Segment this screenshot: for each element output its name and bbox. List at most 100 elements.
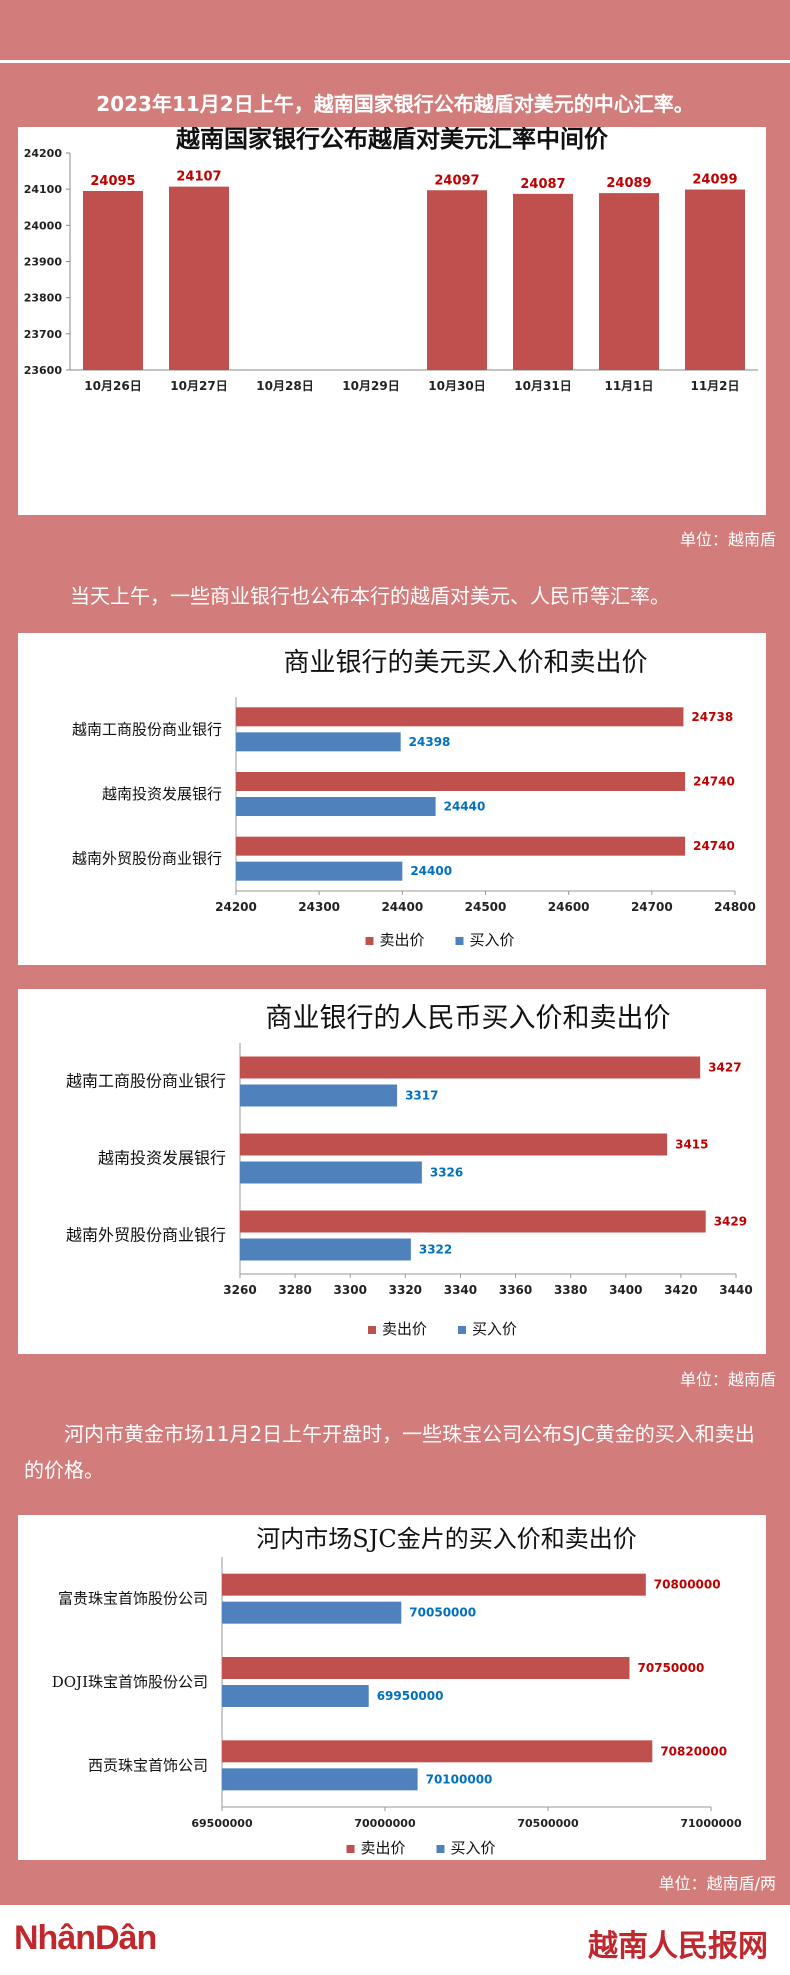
footer: NhânDân 越南人民报网 (0, 1905, 790, 1975)
x-tick-label: 24200 (215, 900, 257, 914)
x-tick-label: 24600 (548, 900, 590, 914)
chart-title: 商业银行的美元买入价和卖出价 (283, 648, 647, 678)
chart-title: 商业银行的人民币买入价和卖出价 (266, 1003, 671, 1034)
y-tick-label: 23700 (24, 328, 63, 341)
x-tick-label: 10月31日 (514, 379, 571, 393)
x-tick-label: 3260 (223, 1283, 256, 1297)
data-label: 3427 (708, 1061, 741, 1075)
x-tick-label: 3400 (609, 1283, 642, 1297)
category-label: 越南投资发展银行 (98, 1149, 226, 1168)
x-tick-label: 24300 (298, 900, 340, 914)
data-label: 3322 (419, 1243, 452, 1257)
buy-bar (222, 1601, 402, 1624)
legend-label: 卖出价 (382, 1320, 427, 1338)
category-label: 富贵珠宝首饰股份公司 (58, 1590, 208, 1608)
x-tick-label: 3360 (499, 1283, 532, 1297)
legend-label: 买入价 (470, 931, 515, 949)
buy-bar (236, 732, 401, 752)
x-tick-label: 24400 (381, 900, 423, 914)
sell-bar (222, 1573, 646, 1596)
bar (513, 193, 573, 370)
data-label: 24089 (606, 176, 651, 191)
gold-price-text: 河内市黄金市场11月2日上午开盘时，一些珠宝公司公布SJC黄金的买入和卖出的价格… (24, 1422, 755, 1482)
bar (599, 193, 659, 370)
buy-bar (222, 1685, 369, 1707)
x-tick-label: 10月29日 (342, 379, 399, 393)
x-tick-label: 10月28日 (256, 379, 313, 393)
data-label: 3317 (405, 1089, 438, 1103)
site-name[interactable]: 越南人民报网 (588, 1929, 768, 1964)
unit-label-2: 单位：越南盾 (679, 1370, 776, 1389)
x-tick-label: 10月26日 (84, 379, 141, 393)
category-label: DOJI珠宝首饰股份公司 (52, 1673, 208, 1691)
unit-label-1: 单位：越南盾 (679, 530, 776, 549)
buy-bar (222, 1768, 418, 1791)
y-tick-label: 24000 (24, 219, 63, 232)
y-tick-label: 23600 (24, 364, 63, 377)
legend-swatch (458, 1326, 466, 1334)
data-label: 3429 (714, 1215, 747, 1229)
sell-bar (222, 1740, 653, 1763)
cny-rate-chart: 商业银行的人民币买入价和卖出价 3260 3280 3300 3320 3340 3360 3… (18, 989, 766, 1354)
data-label: 24099 (692, 173, 737, 188)
bar (83, 190, 143, 370)
top-divider (0, 60, 790, 63)
legend-swatch (365, 937, 374, 945)
sell-bar (236, 707, 684, 727)
data-label: 3415 (675, 1138, 708, 1152)
sell-bar (236, 772, 686, 791)
intro-text: 2023年11月2日上午，越南国家银行公布越盾对美元的中心汇率。 (96, 92, 694, 116)
data-label: 24097 (434, 173, 479, 188)
legend-label: 卖出价 (380, 931, 425, 949)
legend-label: 买入价 (451, 1839, 496, 1857)
y-tick-label: 23900 (24, 256, 63, 269)
x-tick-label: 3320 (389, 1283, 422, 1297)
category-label: 越南外贸股份商业银行 (66, 1226, 226, 1245)
usd-rate-chart-svg: 商业银行的美元买入价和卖出价 24200 24300 24400 24500 24600 2… (72, 648, 756, 949)
nhandan-logo[interactable]: NhânDân (14, 1919, 157, 1957)
x-tick-label: 11月2日 (690, 379, 739, 393)
bar (427, 190, 487, 370)
x-tick-label: 70000000 (354, 1817, 416, 1830)
x-tick-label: 10月27日 (170, 379, 227, 393)
data-label: 24400 (410, 864, 452, 878)
buy-bar (240, 1084, 398, 1107)
x-tick-label: 11月1日 (604, 379, 653, 393)
x-tick-label: 24700 (631, 900, 673, 914)
unit-label-3: 单位：越南盾/两 (658, 1874, 776, 1893)
chart-title: 河内市场SJC金片的买入价和卖出价 (256, 1525, 636, 1553)
sell-bar (240, 1133, 668, 1156)
legend-swatch (455, 937, 464, 945)
buy-bar (236, 861, 403, 881)
category-label: 越南工商股份商业银行 (66, 1072, 226, 1091)
bank-rate-text: 当天上午，一些商业银行也公布本行的越盾对美元、人民币等汇率。 (70, 584, 670, 608)
data-label: 24107 (176, 170, 221, 185)
legend-swatch (436, 1845, 445, 1853)
x-tick-label: 10月30日 (428, 379, 485, 393)
data-label: 69950000 (377, 1689, 444, 1703)
data-label: 70100000 (426, 1772, 493, 1786)
x-tick-label: 71000000 (680, 1817, 742, 1830)
chart-title: 越南国家银行公布越盾对美元汇率中间价 (176, 127, 609, 153)
usd-rate-chart: 商业银行的美元买入价和卖出价 24200 24300 24400 24500 24600 2… (18, 633, 766, 965)
gold-price-chart: 河内市场SJC金片的买入价和卖出价 69500000 70000000 7050000… (18, 1515, 766, 1860)
data-label: 70820000 (660, 1744, 727, 1758)
data-label: 24398 (409, 735, 451, 749)
data-label: 24440 (444, 800, 486, 814)
data-label: 70050000 (409, 1606, 476, 1620)
x-tick-label: 3340 (444, 1283, 477, 1297)
x-tick-label: 3280 (278, 1283, 311, 1297)
x-tick-label: 69500000 (191, 1817, 253, 1830)
legend-label: 卖出价 (361, 1839, 406, 1857)
x-tick-label: 70500000 (517, 1817, 579, 1830)
data-label: 24740 (693, 839, 735, 853)
x-tick-label: 3380 (554, 1283, 587, 1297)
x-tick-label: 3440 (719, 1283, 752, 1297)
buy-bar (236, 797, 436, 816)
legend-swatch (368, 1326, 376, 1334)
bar (169, 186, 229, 370)
cny-rate-chart-svg: 商业银行的人民币买入价和卖出价 3260 3280 3300 3320 3340 3360 3… (66, 1003, 753, 1338)
legend-swatch (346, 1845, 355, 1853)
data-label: 24095 (90, 174, 135, 189)
x-tick-label: 3300 (334, 1283, 367, 1297)
